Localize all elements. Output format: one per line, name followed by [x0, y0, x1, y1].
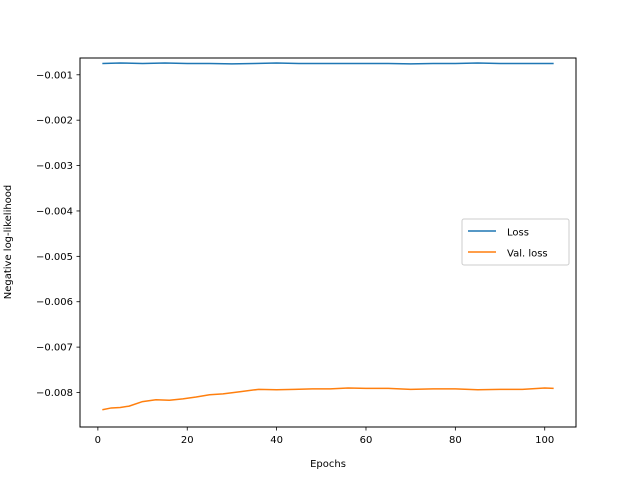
- y-tick-label: −0.002: [36, 116, 73, 127]
- series-line-0: [102, 62, 554, 65]
- x-axis-label: Epochs: [310, 459, 346, 470]
- legend: Loss Val. loss: [461, 218, 570, 266]
- series-line-1: [102, 387, 554, 411]
- y-tick-label: −0.004: [36, 206, 73, 217]
- x-tick-label: 80: [449, 435, 462, 446]
- plot-frame: [79, 57, 577, 428]
- x-tick-label: 100: [535, 435, 554, 446]
- y-tick-label: −0.001: [36, 70, 73, 81]
- legend-label-loss: Loss: [507, 228, 529, 239]
- y-tick-label: −0.007: [36, 343, 73, 354]
- y-axis-label: Negative log-likelihood: [3, 185, 14, 300]
- x-tick-label: 40: [270, 435, 283, 446]
- x-axis: 0 20 40 60 80 100: [95, 427, 554, 446]
- x-tick-label: 60: [360, 435, 373, 446]
- y-tick-label: −0.008: [36, 388, 73, 399]
- y-tick-label: −0.006: [36, 297, 73, 308]
- legend-label-val-loss: Val. loss: [507, 249, 548, 260]
- y-axis: −0.001 −0.002 −0.003 −0.004 −0.005 −0.006 −0.0…: [36, 70, 80, 399]
- x-tick-label: 0: [95, 435, 101, 446]
- y-tick-label: −0.003: [36, 161, 73, 172]
- x-tick-label: 20: [181, 435, 194, 446]
- y-tick-label: −0.005: [36, 252, 73, 263]
- series-layer: [102, 62, 554, 411]
